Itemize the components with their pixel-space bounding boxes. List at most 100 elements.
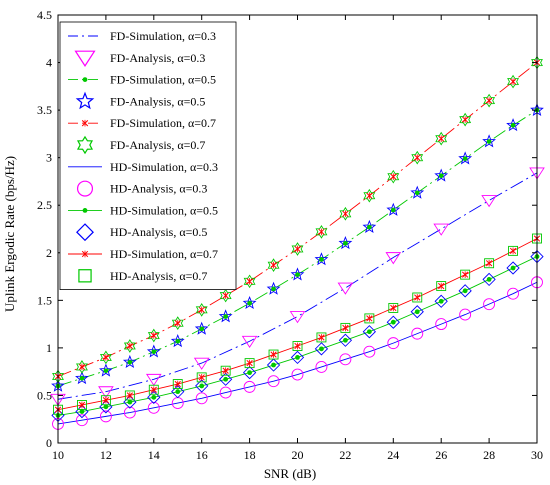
y-tick-label: 0.5: [37, 388, 52, 402]
data-point-10-2: [102, 396, 110, 404]
series-line-0: [57, 172, 538, 400]
data-point-2-19: [510, 122, 516, 128]
legend-entry-6: HD-Simulation, α=0.3: [68, 160, 218, 174]
data-point-4-1: [78, 363, 86, 371]
data-point-5-7: [219, 288, 232, 303]
data-point-3-7: [218, 309, 233, 323]
data-point-11-17: [460, 269, 471, 280]
y-tick-label: 1.5: [37, 293, 52, 307]
legend-label-4: FD-Simulation, α=0.7: [110, 116, 216, 130]
legend-entry-7: HD-Analysis, α=0.3: [76, 180, 207, 197]
y-tick-label: 3.5: [37, 103, 52, 117]
data-point-11-11: [316, 332, 327, 343]
data-point-10-14: [390, 304, 397, 312]
data-point-11-8: [244, 358, 255, 369]
data-point-3-12: [338, 236, 353, 250]
data-point-9-13: [362, 325, 376, 339]
data-point-10-5: [174, 380, 181, 388]
data-point-8-13: [366, 329, 372, 335]
x-tick-label: 24: [387, 448, 399, 462]
data-point-7-16: [435, 318, 448, 331]
y-tick-label: 3: [46, 151, 52, 165]
series-0: [57, 172, 538, 400]
data-point-8-3: [127, 399, 133, 405]
data-point-8-2: [103, 404, 109, 410]
legend-entry-4: FD-Simulation, α=0.7: [68, 116, 216, 130]
data-point-7-14: [387, 337, 400, 350]
y-axis-label: Uplink Ergodic Rate (bps/Hz): [2, 156, 17, 312]
data-point-7-6: [195, 392, 208, 405]
series-4: [54, 59, 541, 380]
data-point-2-15: [414, 190, 420, 196]
legend-entry-1: FD-Analysis, α=0.3: [74, 50, 205, 67]
legend-entry-11: HD-Analysis, α=0.7: [78, 269, 207, 283]
y-tick-label: 2.5: [37, 198, 52, 212]
data-point-8-12: [343, 337, 348, 343]
data-point-5-8: [243, 274, 256, 289]
data-point-9-16: [434, 294, 448, 308]
data-point-7-10: [291, 368, 304, 381]
data-point-5-15: [411, 150, 424, 165]
data-point-4-13: [366, 192, 373, 200]
data-point-4-6: [198, 306, 205, 314]
data-point-2-16: [438, 173, 444, 179]
data-point-2-5: [175, 338, 181, 344]
data-point-3-15: [410, 185, 425, 199]
data-point-2-11: [319, 257, 324, 262]
data-point-8-6: [199, 383, 205, 389]
data-point-4-17: [461, 116, 469, 123]
axes-layer: 10 12 14 16 18 20 22 24 26 28 30 0 0.5 1 1.5 2 2.5 3 3.5 4 4…: [37, 8, 543, 462]
data-point-2-2: [103, 368, 109, 374]
data-point-5-11: [315, 224, 328, 239]
data-point-4-3: [126, 342, 134, 350]
data-point-9-5: [171, 385, 185, 399]
x-tick-label: 22: [339, 448, 351, 462]
data-point-3-19: [506, 118, 520, 132]
data-point-7-9: [267, 375, 280, 388]
data-point-8-19: [510, 265, 516, 271]
data-point-4-11: [318, 228, 325, 236]
data-point-7-2: [99, 410, 112, 423]
data-point-4-19: [509, 78, 517, 85]
data-point-9-4: [147, 390, 161, 404]
x-tick-label: 28: [483, 448, 495, 462]
data-point-8-16: [438, 298, 444, 304]
data-point-7-7: [219, 386, 232, 399]
x-tick-label: 10: [52, 448, 64, 462]
data-point-11-4: [148, 384, 159, 395]
data-point-5-19: [507, 74, 519, 89]
data-point-5-1: [76, 360, 88, 374]
legend-marker-4: [81, 119, 89, 127]
legend-label-9: HD-Analysis, α=0.5: [110, 225, 207, 239]
data-point-5-13: [363, 188, 376, 203]
data-point-8-11: [319, 346, 324, 352]
x-tick-label: 30: [531, 448, 543, 462]
data-point-9-15: [410, 305, 424, 319]
x-tick-label: 26: [435, 448, 447, 462]
data-point-3-10: [290, 267, 305, 281]
legend-entry-5: FD-Analysis, α=0.7: [76, 135, 205, 155]
data-point-11-9: [268, 349, 279, 360]
data-point-11-2: [100, 395, 111, 406]
x-tick-label: 18: [244, 448, 256, 462]
series-10: [54, 235, 541, 414]
data-point-3-16: [434, 168, 449, 182]
data-point-9-14: [386, 315, 400, 329]
data-point-3-6: [194, 321, 209, 335]
data-point-2-6: [199, 326, 205, 332]
data-point-9-7: [219, 372, 233, 386]
data-point-5-4: [147, 328, 160, 343]
legend-label-2: FD-Simulation, α=0.5: [110, 73, 216, 87]
data-point-4-14: [390, 173, 397, 181]
data-point-10-13: [366, 315, 373, 322]
legend-entry-0: FD-Simulation, α=0.3: [68, 29, 216, 43]
legend-entry-10: HD-Simulation, α=0.7: [68, 247, 218, 261]
data-point-3-8: [242, 295, 257, 310]
data-point-4-10: [294, 245, 301, 253]
data-point-5-18: [483, 93, 496, 108]
data-point-3-5: [170, 333, 185, 348]
data-point-2-4: [151, 349, 157, 355]
legend-box: [59, 21, 237, 291]
legend-marker-10: [81, 250, 89, 258]
data-point-10-8: [246, 359, 253, 367]
